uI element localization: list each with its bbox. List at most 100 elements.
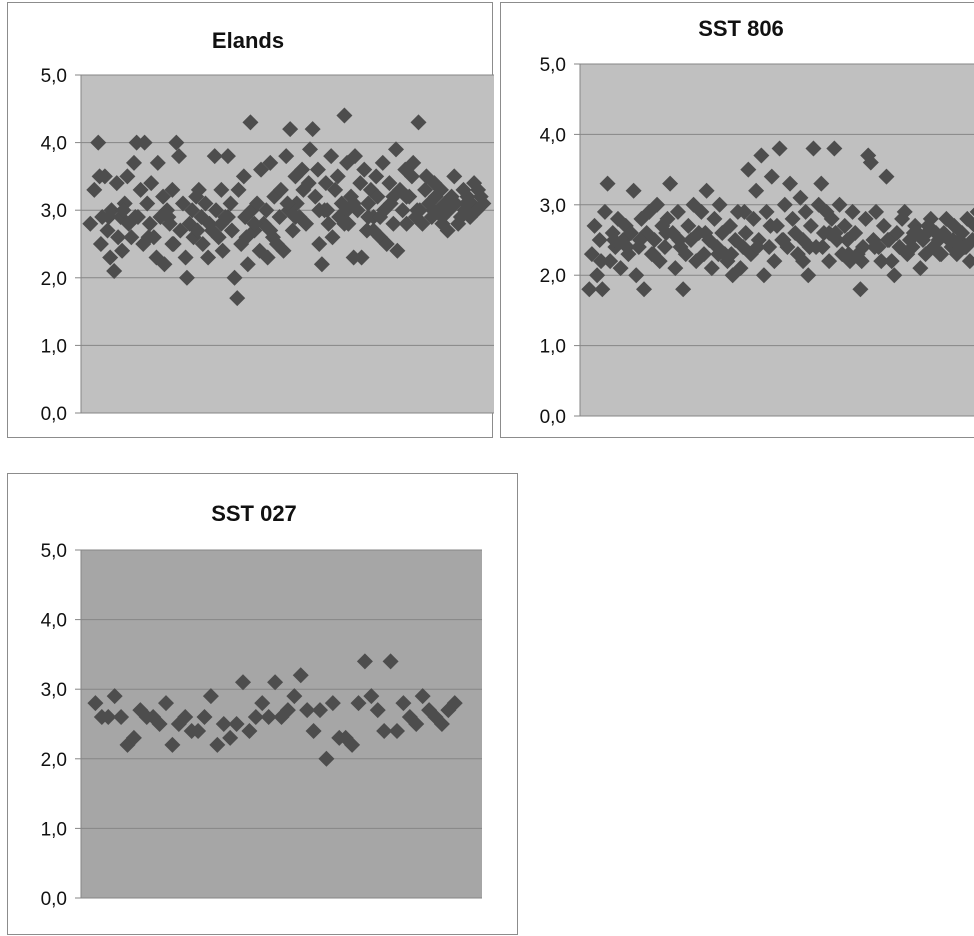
data-point [698,182,715,199]
data-point [100,709,117,726]
data-point [324,695,341,712]
data-point [840,246,857,263]
data-point [254,695,271,712]
data-point [625,182,642,199]
data-point [352,175,369,192]
data-point [177,709,194,726]
data-point [143,175,160,192]
data-point [599,175,616,192]
data-point [215,716,232,732]
y-tick-label: 0,0 [41,889,67,910]
data-point [855,239,872,256]
data-point [275,242,292,259]
data-point [710,246,727,263]
data-point [823,210,840,227]
data-point [90,134,107,151]
data-point [414,215,431,232]
data-point [108,175,125,192]
data-point [961,253,974,270]
data-point [102,249,119,266]
data-point [272,181,289,198]
data-point [711,196,728,213]
data-point [693,203,710,220]
data-point [249,195,266,212]
data-point [761,239,778,256]
data-point [433,181,450,198]
data-point [669,203,686,220]
data-point [356,161,373,178]
data-point [368,168,385,185]
data-point [775,232,792,248]
data-point [356,653,373,670]
data-point [251,242,268,259]
data-point [271,208,288,225]
data-point [279,195,296,212]
data-point [385,188,402,205]
data-point [797,203,814,220]
data-point [802,217,819,234]
data-point [174,195,191,212]
data-point [235,674,251,691]
data-point [784,210,801,227]
data-point [749,239,766,256]
y-tick-label: 4,0 [41,611,67,632]
data-point [447,195,464,212]
scatter-chart-sst-806: 0,0 1,0 2,0 3,0 4,0 5,0 SST 806 [540,16,974,428]
data-point [801,239,818,256]
data-point [969,207,974,217]
data-point [714,224,731,241]
data-point [844,203,861,220]
chart-panel-sst-027: 0,0 1,0 2,0 3,0 4,0 5,0 SST 027 [7,473,518,935]
data-point [771,140,788,157]
data-point [814,239,831,256]
data-point [662,175,679,192]
data-point [414,688,431,705]
data-point [944,232,961,248]
data-point [852,281,869,298]
y-tick-label: 2,0 [41,750,67,771]
data-point [106,263,123,280]
data-point [119,168,136,185]
data-point [628,267,645,284]
data-point [388,141,405,158]
data-point [421,702,438,719]
scatter-chart-sst-027: 0,0 1,0 2,0 3,0 4,0 5,0 SST 027 [41,501,482,910]
data-point [241,722,258,739]
data-point [189,222,206,239]
data-point [904,239,921,256]
data-point [305,722,322,739]
data-point [394,202,411,219]
data-point [745,210,762,227]
data-point [782,175,799,192]
data-point [164,236,181,252]
data-point [632,232,649,248]
data-point [360,195,377,212]
data-point [458,202,475,219]
data-point [405,154,422,171]
data-point [748,182,765,199]
data-point [222,195,239,212]
data-point [304,121,321,138]
data-point [151,716,168,732]
data-point [658,224,675,241]
data-point [292,667,309,684]
data-point [732,260,749,277]
data-point [389,242,406,259]
data-point [389,722,405,739]
data-point [307,188,324,205]
data-point [385,215,402,232]
data-point [299,702,316,719]
data-point [763,168,780,185]
data-point [671,232,688,248]
data-point [242,114,259,131]
data-point [197,195,214,212]
data-point [766,253,783,270]
data-point [374,154,391,171]
data-point [706,210,723,227]
data-point [158,695,174,712]
data-point [301,141,318,158]
y-tick-label: 5,0 [41,541,67,562]
data-point [311,236,328,252]
data-point [586,217,603,234]
data-point [202,688,219,705]
